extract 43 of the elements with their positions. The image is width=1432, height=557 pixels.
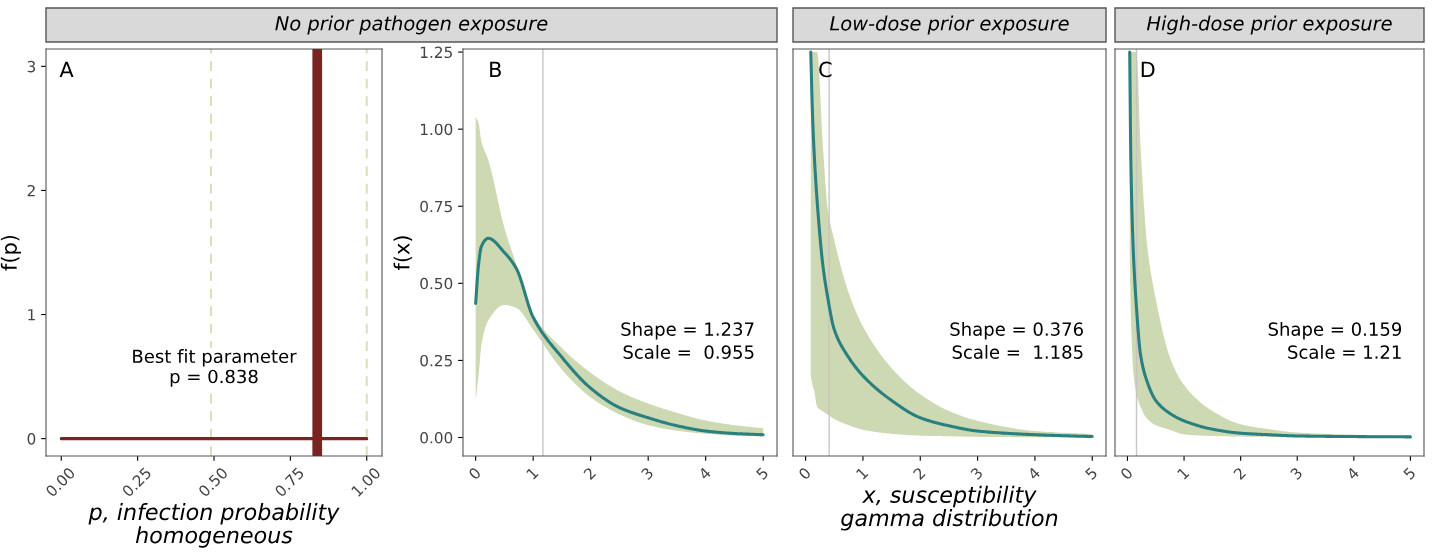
y-tick-label: 3 — [27, 60, 36, 73]
y-tick-label: 0 — [27, 433, 36, 445]
x-tick-label: 0 — [1119, 466, 1134, 481]
annotation: A — [59, 61, 74, 78]
x-tick-label: 4 — [1346, 466, 1360, 481]
x-axis-title: x, susceptibility gamma distribution — [841, 485, 1058, 531]
y-axis-title: f(x) — [393, 236, 413, 270]
x-tick-label: 3 — [640, 466, 654, 481]
y-tick-label: 1.25 — [420, 46, 452, 59]
x-tick-label: 1 — [1176, 467, 1190, 480]
x-tick-label: 3 — [969, 466, 984, 481]
y-tick-label: 0.75 — [420, 200, 452, 213]
y-tick-label: 1.00 — [420, 123, 453, 136]
x-tick-label: 3 — [1289, 466, 1303, 481]
annotation: Shape = 0.376 Scale = 1.185 — [950, 321, 1083, 359]
y-tick-label: 0.50 — [420, 277, 453, 290]
x-tick-label: 5 — [755, 467, 769, 481]
x-tick-label: 2 — [582, 466, 597, 481]
y-tick-label: 0.25 — [420, 354, 452, 367]
annotation: C — [819, 61, 832, 78]
x-tick-label: 2 — [912, 466, 926, 481]
y-tick-label: 2 — [27, 184, 35, 197]
chart-title: High-dose prior exposure — [1146, 15, 1392, 35]
chart-title: Low-dose prior exposure — [829, 15, 1069, 35]
annotation: D — [1141, 61, 1155, 78]
annotation: B — [490, 61, 501, 78]
chart-title: No prior pathogen exposure — [275, 15, 548, 35]
x-tick-label: 1 — [526, 467, 539, 480]
annotation: Shape = 0.159 Scale = 1.21 — [1268, 321, 1402, 359]
x-tick-label: 4 — [1027, 466, 1041, 481]
x-tick-label: 1 — [855, 467, 869, 480]
x-tick-label: 2 — [1232, 466, 1246, 481]
y-axis-title: f(p) — [0, 235, 21, 271]
x-tick-label: 5 — [1084, 467, 1098, 481]
x-tick-label: 4 — [697, 466, 712, 481]
annotation: Best fit parameter p = 0.838 — [133, 349, 297, 387]
x-tick-label: 0 — [467, 466, 482, 481]
x-tick-label: 5 — [1402, 467, 1417, 481]
x-axis-title: p, infection probability homogeneous — [88, 503, 340, 548]
annotation: Shape = 1.237 Scale = 0.955 — [621, 321, 754, 359]
y-tick-label: 1 — [28, 309, 35, 321]
x-tick-label: 0 — [797, 466, 812, 481]
y-tick-label: 0.00 — [420, 431, 453, 444]
